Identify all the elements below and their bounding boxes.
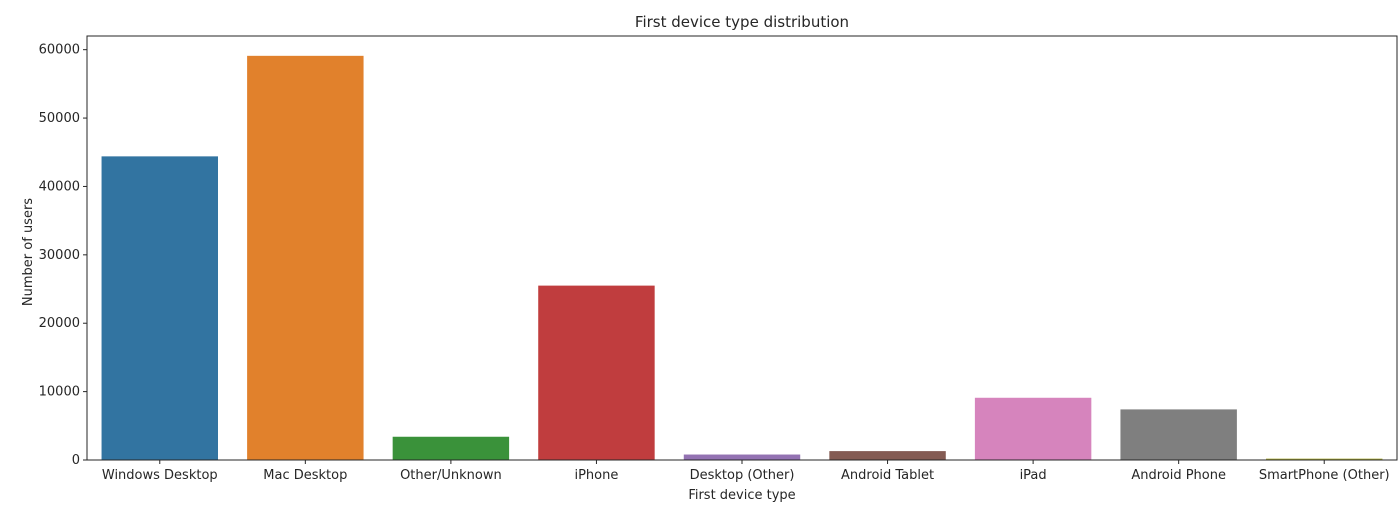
bar-1 [247, 56, 363, 460]
chart-title: First device type distribution [635, 13, 849, 31]
x-tick-label-7: Android Phone [1131, 468, 1226, 483]
x-tick-label-1: Mac Desktop [263, 468, 347, 483]
y-tick-label-6: 60000 [39, 43, 80, 58]
bar-3 [538, 286, 654, 460]
bar-7 [1120, 409, 1236, 460]
x-tick-label-5: Android Tablet [841, 468, 934, 483]
y-tick-label-2: 20000 [39, 316, 80, 331]
bar-4 [684, 455, 800, 460]
y-tick-label-0: 0 [72, 453, 80, 468]
y-tick-label-3: 30000 [39, 248, 80, 263]
y-tick-label-4: 40000 [39, 179, 80, 194]
x-tick-label-0: Windows Desktop [102, 468, 218, 483]
bar-0 [102, 156, 218, 460]
bar-6 [975, 398, 1091, 460]
x-tick-label-3: iPhone [574, 468, 618, 483]
y-axis-label: Number of users [21, 198, 36, 306]
x-axis-ticks: Windows Desktop Mac Desktop Other/Unknown i… [102, 460, 1390, 483]
bar-2 [393, 437, 509, 460]
x-tick-label-8: SmartPhone (Other) [1259, 468, 1390, 483]
bars-group [102, 56, 1383, 460]
x-tick-label-4: Desktop (Other) [690, 468, 795, 483]
x-tick-label-6: iPad [1020, 468, 1047, 483]
x-tick-label-2: Other/Unknown [400, 468, 502, 483]
bar-5 [829, 451, 945, 460]
y-tick-label-1: 10000 [39, 385, 80, 400]
y-axis-ticks: 0 10000 20000 30000 40000 50000 60000 [39, 43, 87, 468]
x-axis-label: First device type [688, 488, 795, 503]
y-tick-label-5: 50000 [39, 111, 80, 126]
